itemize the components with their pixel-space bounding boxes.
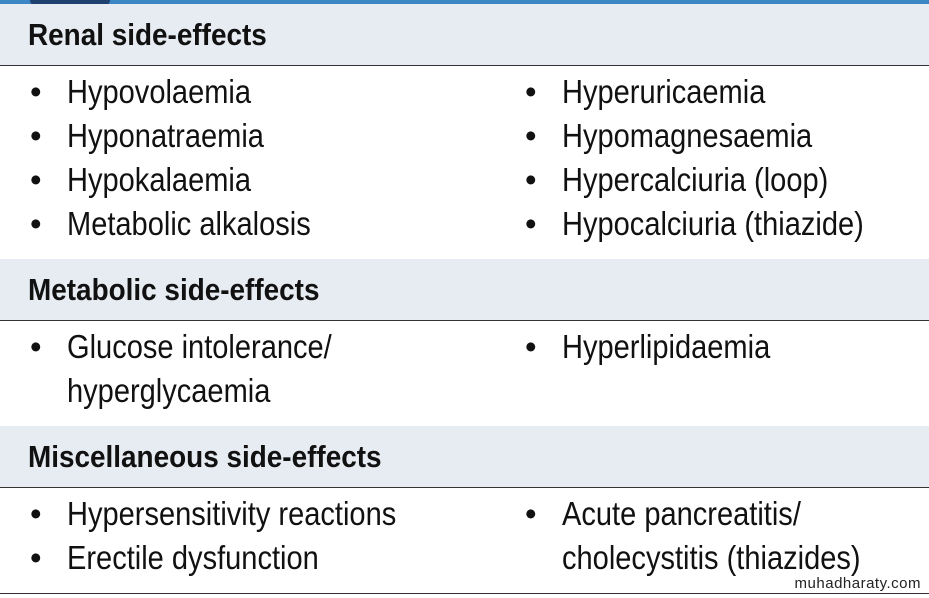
bullet: • xyxy=(30,161,42,198)
top-bar xyxy=(0,0,929,4)
item-column: • Acute pancreatitis/ cholecystitis (thia… xyxy=(495,492,929,580)
item-text: Metabolic alkalosis xyxy=(67,205,311,242)
item-text: Hypovolaemia xyxy=(67,73,252,110)
item-text: Hyperuricaemia xyxy=(562,73,766,110)
bullet: • xyxy=(525,495,537,532)
item-column: • Hypersensitivity reactions • Erectile dys… xyxy=(0,492,495,580)
item-text: Hyponatraemia xyxy=(67,117,264,154)
bullet: • xyxy=(525,328,537,365)
bullet: • xyxy=(525,73,537,110)
item-column: • Hypovolaemia • Hyponatraemia • Hypokalaemia… xyxy=(0,70,495,246)
section-title: Miscellaneous side-effects xyxy=(28,439,382,474)
section-header: Miscellaneous side-effects xyxy=(0,426,929,488)
item-text: Acute pancreatitis/ cholecystitis (thiaz… xyxy=(562,495,861,576)
watermark: muhadharaty.com xyxy=(794,575,921,592)
bullet: • xyxy=(30,495,42,532)
list-item: • Metabolic alkalosis xyxy=(0,202,495,246)
top-tab xyxy=(30,0,110,6)
list-item: • Hypercalciuria (loop) xyxy=(495,158,929,202)
bullet: • xyxy=(30,205,42,242)
list-item: • Hypersensitivity reactions xyxy=(0,492,495,536)
item-column: • Hyperlipidaemia xyxy=(495,325,929,413)
list-item: • Hypokalaemia xyxy=(0,158,495,202)
bullet: • xyxy=(525,117,537,154)
list-item: • Hyperuricaemia xyxy=(495,70,929,114)
section-items: • Hypovolaemia • Hyponatraemia • Hypokalaemia… xyxy=(0,66,929,259)
bullet: • xyxy=(30,328,42,365)
list-item: • Erectile dysfunction xyxy=(0,536,495,580)
bullet: • xyxy=(30,117,42,154)
section-header: Metabolic side-effects xyxy=(0,259,929,321)
item-text: Hypersensitivity reactions xyxy=(67,495,397,532)
item-text: Erectile dysfunction xyxy=(67,539,319,576)
list-item: • Hyponatraemia xyxy=(0,114,495,158)
section-items: • Hypersensitivity reactions • Erectile dys… xyxy=(0,488,929,594)
bullet: • xyxy=(30,73,42,110)
item-text: Hyperlipidaemia xyxy=(562,328,771,365)
list-item: • Hypocalciuria (thiazide) xyxy=(495,202,929,246)
item-text: Hypomagnesaemia xyxy=(562,117,813,154)
list-item: • Glucose intolerance/ hyperglycaemia xyxy=(0,325,495,413)
list-item: • Hypomagnesaemia xyxy=(495,114,929,158)
section-header: Renal side-effects xyxy=(0,4,929,66)
list-item: • Acute pancreatitis/ cholecystitis (thia… xyxy=(495,492,929,580)
item-column: • Glucose intolerance/ hyperglycaemia xyxy=(0,325,495,413)
item-text: Glucose intolerance/ hyperglycaemia xyxy=(67,328,332,409)
section-title: Metabolic side-effects xyxy=(28,272,320,307)
list-item: • Hypovolaemia xyxy=(0,70,495,114)
section-items: • Glucose intolerance/ hyperglycaemia • Hyp… xyxy=(0,321,929,426)
bullet: • xyxy=(525,205,537,242)
table: Renal side-effects • Hypovolaemia • Hyponatr… xyxy=(0,4,929,594)
item-text: Hypokalaemia xyxy=(67,161,252,198)
item-text: Hypocalciuria (thiazide) xyxy=(562,205,864,242)
list-item: • Hyperlipidaemia xyxy=(495,325,929,369)
item-text: Hypercalciuria (loop) xyxy=(562,161,829,198)
bullet: • xyxy=(30,539,42,576)
item-column: • Hyperuricaemia • Hypomagnesaemia • Hypercal… xyxy=(495,70,929,246)
bullet: • xyxy=(525,161,537,198)
section-title: Renal side-effects xyxy=(28,17,267,52)
